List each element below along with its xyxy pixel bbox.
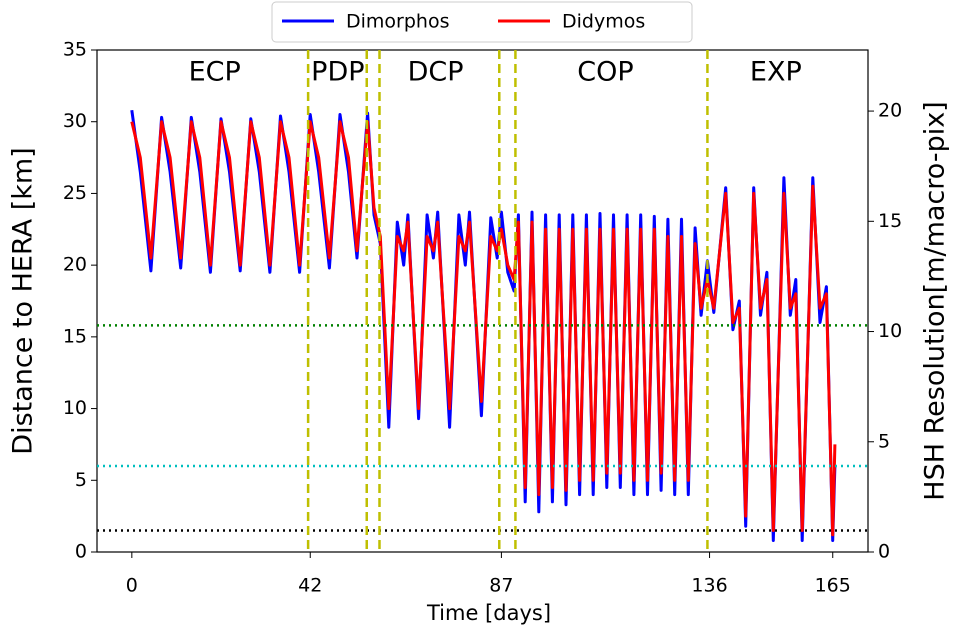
y-axis-label: Distance to HERA [km]	[8, 147, 39, 454]
phase-label: COP	[577, 56, 633, 87]
legend-box	[271, 1, 693, 43]
phase-label: ECP	[189, 56, 241, 87]
x-tick-label: 165	[815, 575, 851, 597]
y2-tick-label: 15	[878, 210, 902, 232]
phase-label: EXP	[750, 56, 802, 87]
legend: Dimorphos Didymos	[271, 1, 693, 43]
phase-label: DCP	[408, 56, 464, 87]
y2-tick-label: 5	[878, 430, 890, 452]
x-tick-label: 136	[691, 575, 727, 597]
plot-frame	[96, 49, 869, 553]
y-tick-label: 0	[75, 541, 87, 563]
legend-label: Dimorphos	[346, 11, 449, 33]
y-tick-label: 20	[63, 254, 87, 276]
y2-tick-label: 10	[878, 320, 902, 342]
y-tick-label: 35	[63, 39, 87, 61]
x-tick-label: 42	[298, 575, 322, 597]
y2-axis-label: HSH Resolution[m/macro-pix]	[920, 101, 951, 500]
phase-label: PDP	[311, 56, 364, 87]
y-tick-label: 10	[63, 397, 87, 419]
x-tick-label: 87	[489, 575, 513, 597]
y-tick-label: 25	[63, 182, 87, 204]
y-tick-label: 5	[75, 469, 87, 491]
y2-tick-label: 0	[878, 541, 890, 563]
y2-tick-label: 20	[878, 100, 902, 122]
series-line	[130, 120, 837, 537]
legend-label: Didymos	[562, 11, 645, 33]
y-tick-label: 30	[63, 110, 87, 132]
y-tick-label: 15	[63, 325, 87, 347]
series-line	[130, 109, 837, 542]
x-axis-label: Time [days]	[426, 601, 551, 625]
x-tick-label: 0	[126, 575, 138, 597]
